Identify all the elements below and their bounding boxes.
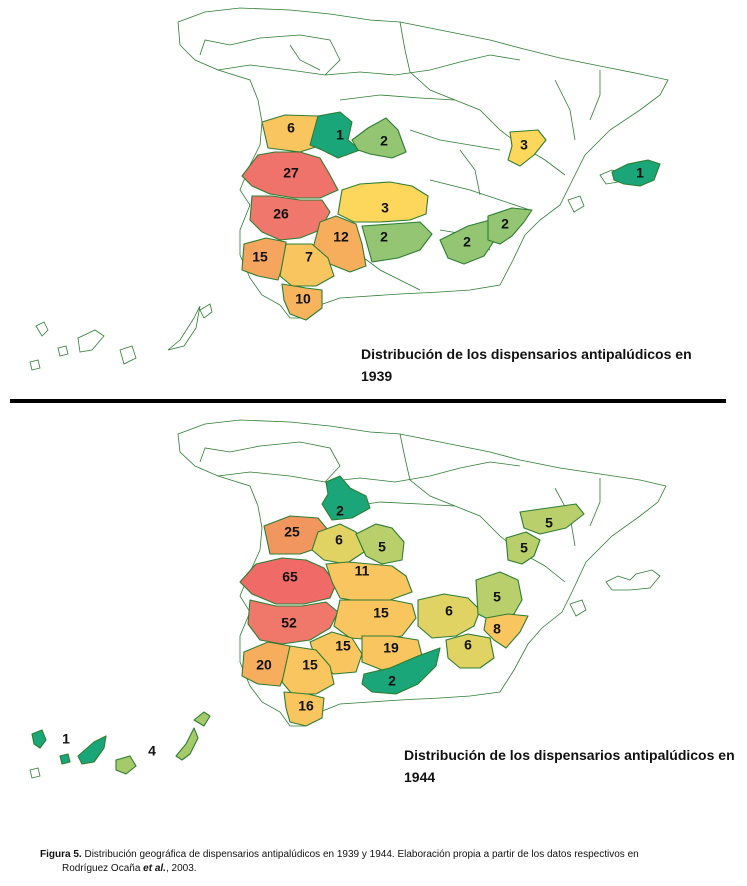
region-1944-21b	[175, 727, 199, 761]
region-1939-13	[279, 243, 335, 287]
region-1944-10	[417, 593, 481, 639]
regions-1944	[31, 475, 585, 775]
caption-line-2: Rodríguez Ocaña et al., 2003.	[40, 862, 740, 876]
region-label: 15	[335, 638, 351, 654]
region-label: 6	[464, 637, 472, 653]
region-1944-2	[311, 523, 365, 565]
caption-text: Distribución geográfica de dispensarios …	[84, 849, 639, 860]
region-label: 26	[273, 206, 289, 222]
region-1944-11	[475, 571, 523, 623]
region-1944-6	[239, 557, 337, 605]
region-label: 1	[62, 731, 70, 747]
region-1944-3	[355, 523, 405, 565]
region-label: 2	[388, 673, 396, 689]
region-label: 52	[281, 615, 297, 631]
region-1939-3	[507, 129, 547, 167]
region-1939-9	[361, 221, 433, 263]
region-label: 3	[520, 137, 528, 153]
region-label: 8	[493, 621, 501, 637]
region-1939-7	[337, 181, 429, 223]
map-1944-svg: 2 25 6 5 5 5 65 11 52 15 6 5 8 15 19 6 2…	[29, 419, 667, 779]
region-label: 4	[148, 743, 156, 759]
caption-authors: Rodríguez Ocaña	[62, 863, 144, 874]
region-label: 5	[545, 515, 553, 531]
map-1939: 6 1 2 3 1 27 26 3 12 2 2 2 15 7 10 Distr…	[0, 0, 747, 398]
caption-et-al: et al.	[143, 863, 166, 874]
labels-1944: 2 25 6 5 5 5 65 11 52 15 6 5 8 15 19 6 2…	[62, 503, 553, 759]
region-label: 15	[373, 605, 389, 621]
region-label: 6	[287, 120, 295, 136]
region-label: 15	[302, 657, 318, 673]
region-1944-20b	[59, 753, 71, 765]
region-1944-8	[247, 599, 339, 645]
map-1939-title: Distribución de los dispensarios antipal…	[361, 346, 692, 384]
labels-1939: 6 1 2 3 1 27 26 3 12 2 2 2 15 7 10	[252, 120, 644, 307]
caption-year: , 2003.	[165, 863, 197, 874]
region-1944-21c	[193, 711, 211, 727]
region-1944-0	[321, 475, 371, 521]
region-1939-5	[241, 151, 339, 199]
region-label: 1	[336, 127, 344, 143]
region-label: 16	[298, 698, 314, 714]
region-label: 3	[381, 200, 389, 216]
region-label: 6	[445, 603, 453, 619]
region-label: 2	[336, 503, 344, 519]
region-label: 2	[380, 133, 388, 149]
figure-label: Figura 5.	[40, 849, 82, 860]
region-label: 5	[378, 539, 386, 555]
region-label: 2	[501, 216, 509, 232]
region-label: 2	[463, 234, 471, 250]
region-1939-14	[281, 283, 323, 321]
region-1939-2	[351, 117, 407, 159]
region-1944-17	[281, 645, 335, 695]
region-label: 15	[252, 249, 268, 265]
region-label: 65	[282, 569, 298, 585]
region-label: 10	[295, 291, 311, 307]
region-label: 12	[333, 229, 349, 245]
region-1944-7	[325, 561, 413, 603]
region-label: 27	[283, 165, 299, 181]
region-label: 19	[383, 640, 399, 656]
region-label: 20	[256, 657, 272, 673]
region-label: 6	[335, 532, 343, 548]
map-1944: 2 25 6 5 5 5 65 11 52 15 6 5 8 15 19 6 2…	[0, 404, 747, 834]
region-label: 2	[380, 229, 388, 245]
region-1944-15	[445, 633, 495, 669]
map-1939-svg: 6 1 2 3 1 27 26 3 12 2 2 2 15 7 10	[29, 7, 669, 371]
regions-1939	[241, 111, 661, 321]
region-1939-10	[439, 219, 497, 265]
region-1944-18	[361, 647, 441, 695]
region-label: 5	[493, 589, 501, 605]
region-1944-12	[483, 613, 529, 649]
region-1939-11	[487, 207, 533, 245]
region-1939-1	[309, 111, 361, 159]
region-label: 11	[355, 563, 370, 579]
region-label: 5	[520, 540, 528, 556]
region-1944-19	[283, 691, 325, 727]
region-label: 25	[284, 524, 300, 540]
map-1944-title: Distribución de los dispensarios antipal…	[404, 747, 735, 785]
region-label: 1	[636, 165, 644, 181]
region-1944-20c	[77, 735, 107, 765]
region-1944-5	[505, 531, 541, 565]
region-1944-4	[519, 503, 585, 535]
region-1944-21	[115, 755, 137, 775]
divider	[10, 399, 726, 403]
figure-caption: Figura 5. Distribución geográfica de dis…	[40, 848, 740, 876]
region-label: 7	[305, 249, 313, 265]
region-1944-9	[333, 599, 417, 641]
region-1939-4	[611, 159, 661, 187]
region-1944-20	[31, 729, 47, 749]
